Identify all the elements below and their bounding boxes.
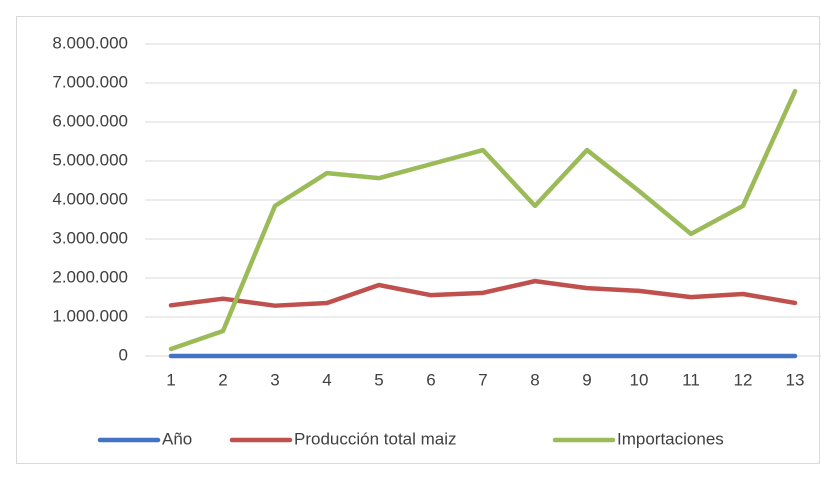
- x-tick-label: 4: [322, 370, 331, 389]
- legend-label: Año: [162, 429, 192, 448]
- x-tick-label: 10: [630, 370, 649, 389]
- y-tick-label: 0: [119, 345, 128, 364]
- y-tick-label: 8.000.000: [52, 33, 128, 52]
- y-tick-label: 1.000.000: [52, 306, 128, 325]
- y-tick-label: 3.000.000: [52, 228, 128, 247]
- x-tick-label: 13: [786, 370, 805, 389]
- x-tick-label: 1: [166, 370, 175, 389]
- x-tick-label: 2: [218, 370, 227, 389]
- y-tick-label: 2.000.000: [52, 267, 128, 286]
- chart-frame: [16, 16, 820, 464]
- line-series: [168, 278, 798, 308]
- x-tick-label: 7: [478, 370, 487, 389]
- y-tick-label: 4.000.000: [52, 189, 128, 208]
- y-tick-label: 7.000.000: [52, 72, 128, 91]
- x-tick-label: 9: [582, 370, 591, 389]
- legend-label: Producción total maiz: [294, 429, 457, 448]
- x-tick-label: 11: [682, 370, 700, 389]
- x-tick-label: 3: [270, 370, 279, 389]
- x-tick-label: 8: [530, 370, 539, 389]
- x-tick-label: 5: [374, 370, 383, 389]
- line-series: [168, 88, 798, 352]
- x-tick-label: 6: [426, 370, 435, 389]
- x-tick-label: 12: [734, 370, 753, 389]
- y-tick-label: 6.000.000: [52, 111, 128, 130]
- legend-label: Importaciones: [617, 429, 724, 448]
- y-tick-label: 5.000.000: [52, 150, 128, 169]
